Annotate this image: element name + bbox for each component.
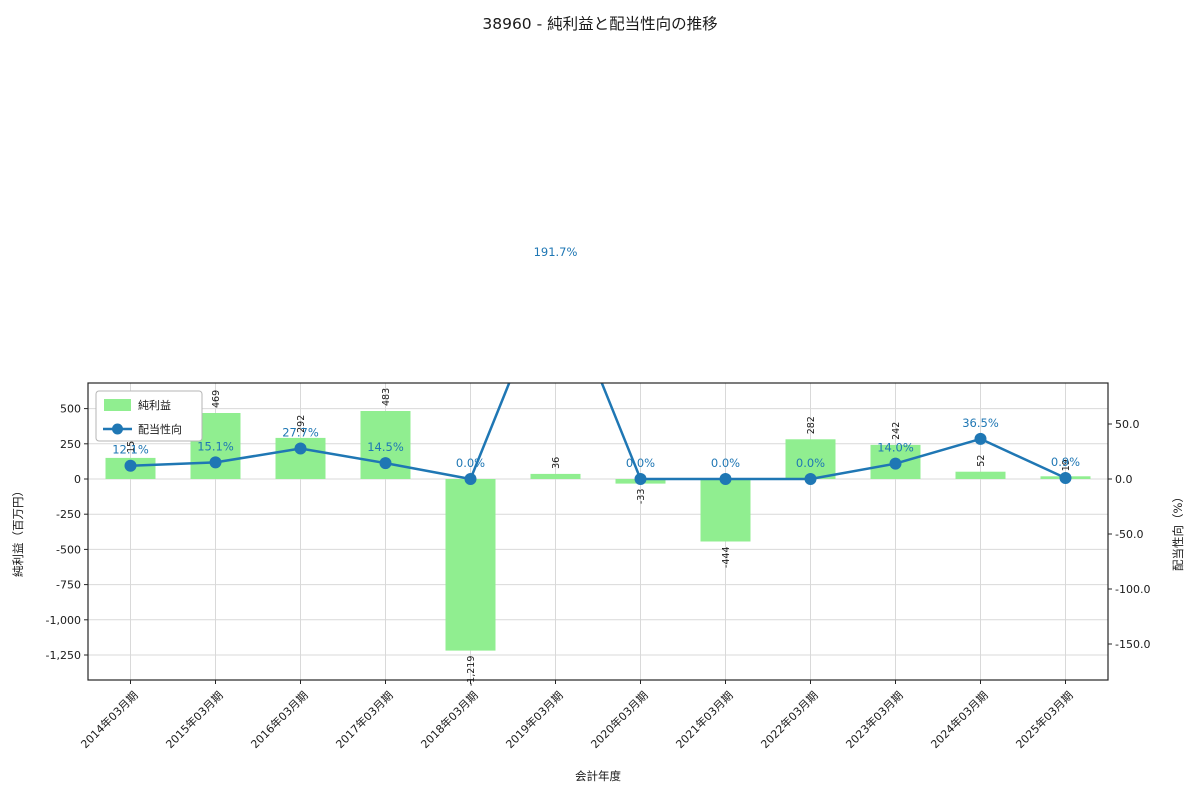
payout-value-label: 14.5% <box>367 440 404 454</box>
payout-value-label: 36.5% <box>962 416 999 430</box>
left-tick-label: -500 <box>56 543 81 556</box>
payout-marker-2025年03月期 <box>1059 472 1072 484</box>
right-tick-label: 50.0 <box>1115 418 1140 431</box>
bar-value-label: -33 <box>636 489 647 505</box>
payout-marker-2024年03月期 <box>974 432 987 445</box>
plot-border <box>87 382 1109 681</box>
payout-marker-2014年03月期 <box>124 459 137 472</box>
plot-area: 150 469 292 483 -1,219 36 -33 -444 282 242 52 19 12.… <box>46 245 1151 751</box>
payout-value-label: 0.9% <box>1051 455 1080 469</box>
left-tick-label: -1,250 <box>46 649 81 662</box>
bar-2022年03月期 <box>785 439 836 479</box>
bar-2024年03月期 <box>955 471 1006 479</box>
left-tick-label: -1,000 <box>46 614 81 627</box>
bar-value-label: 242 <box>891 422 902 440</box>
payout-value-label: 0.0% <box>796 456 825 470</box>
bar-value-label: 483 <box>381 388 392 406</box>
legend: 純利益 配当性向 <box>95 390 203 442</box>
payout-marker-2019年03月期 <box>550 262 562 274</box>
x-tick-label: 2023年03月期 <box>843 688 906 751</box>
bar-value-label: 150 <box>126 435 137 453</box>
payout-value-label: 0.0% <box>711 456 740 470</box>
left-tick-label: -750 <box>56 579 81 592</box>
left-tick-label: 500 <box>60 403 81 416</box>
bar-2021年03月期 <box>700 479 751 542</box>
left-axis-title: 純利益（百万円） <box>11 485 25 577</box>
payout-marker-2016年03月期 <box>294 442 307 455</box>
x-tick-label: 2019年03月期 <box>503 688 566 751</box>
x-tick-label: 2022年03月期 <box>758 688 821 751</box>
payout-marker-2022年03月期 <box>804 473 817 485</box>
right-tick-label: -100.0 <box>1115 583 1150 596</box>
payout-marker-2015年03月期 <box>209 456 222 469</box>
bar-value-label: -1,219 <box>466 656 477 687</box>
payout-marker-2020年03月期 <box>634 473 647 485</box>
x-tick-label: 2020年03月期 <box>588 688 651 751</box>
chart-title: 38960 - 純利益と配当性向の推移 <box>482 15 717 33</box>
bar-2018年03月期 <box>445 479 496 651</box>
x-tick-label: 2018年03月期 <box>418 688 481 751</box>
bar-value-label: 282 <box>806 416 817 434</box>
payout-marker-2021年03月期 <box>719 473 732 485</box>
x-tick-label: 2021年03月期 <box>673 688 736 751</box>
right-tick-label: 0.0 <box>1115 473 1133 486</box>
right-tick-label: -50.0 <box>1115 528 1143 541</box>
x-tick-label: 2024年03月期 <box>928 688 991 751</box>
bar-value-label: 19 <box>1061 459 1072 471</box>
payout-value-label: 0.0% <box>626 456 655 470</box>
bar-2019年03月期 <box>530 473 581 479</box>
x-tick-label: 2016年03月期 <box>248 688 311 751</box>
legend-swatch-net-income <box>104 399 131 411</box>
payout-value-label: 15.1% <box>197 439 234 453</box>
payout-value-label: 14.0% <box>877 441 914 455</box>
payout-value-label: 27.7% <box>282 426 319 440</box>
legend-label-net-income: 純利益 <box>138 398 171 412</box>
legend-marker-payout <box>112 423 123 435</box>
payout-line <box>130 383 1067 481</box>
x-tick-label: 2015年03月期 <box>163 688 226 751</box>
payout-marker-2018年03月期 <box>464 473 477 485</box>
x-tick-label: 2025年03月期 <box>1013 688 1076 751</box>
bar-value-label: 292 <box>296 415 307 433</box>
payout-value-label: 0.0% <box>456 456 485 470</box>
bar-value-label: 36 <box>551 457 562 469</box>
x-tick-label: 2017年03月期 <box>333 688 396 751</box>
payout-marker-2017年03月期 <box>379 457 392 470</box>
right-tick-label: -150.0 <box>1115 638 1150 651</box>
payout-marker-2023年03月期 <box>889 457 902 470</box>
bar-value-label: 52 <box>976 455 987 467</box>
x-tick-label: 2014年03月期 <box>78 688 141 751</box>
left-tick-label: -250 <box>56 508 81 521</box>
legend-label-payout: 配当性向 <box>138 422 182 436</box>
left-tick-label: 0 <box>74 473 81 486</box>
x-axis-title: 会計年度 <box>575 769 621 783</box>
bar-value-label: 469 <box>211 390 222 408</box>
payout-line-group <box>124 262 1072 485</box>
payout-value-label: 12.1% <box>112 443 149 457</box>
left-tick-label: 250 <box>60 438 81 451</box>
payout-value-label: 191.7% <box>534 245 578 259</box>
bar-value-label: -444 <box>721 547 732 569</box>
right-axis-title: 配当性向（%） <box>1171 491 1185 571</box>
